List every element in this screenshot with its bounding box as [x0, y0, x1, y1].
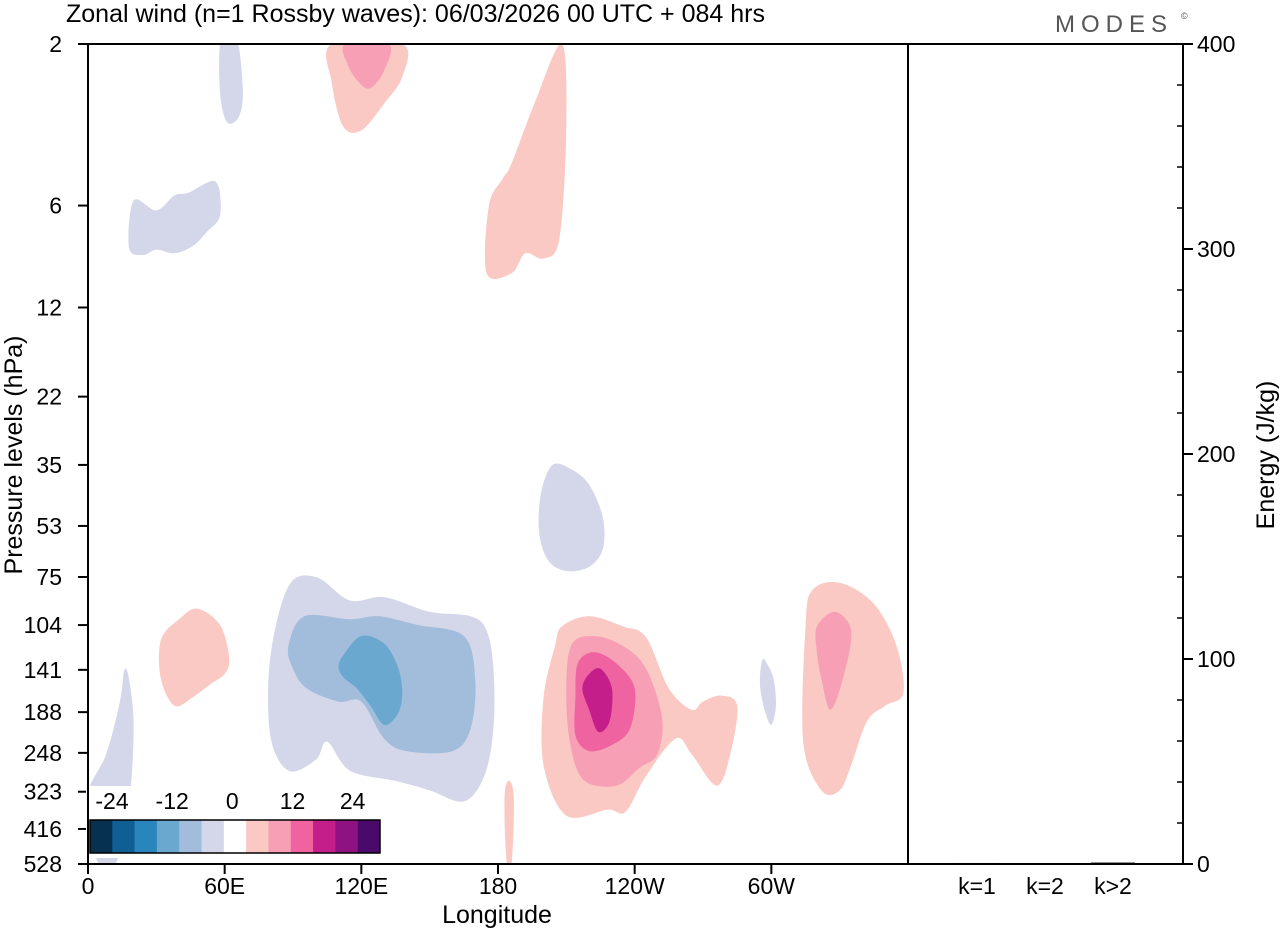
y-tick-label: 323	[24, 779, 62, 805]
colorbar-swatch	[156, 820, 180, 853]
neg-region-stratosphere-level-1	[538, 463, 605, 572]
colorbar-swatch	[90, 820, 113, 853]
energy-category-label: k=2	[1026, 873, 1064, 899]
pos-region-south-streak-level-1	[504, 780, 514, 864]
chart-title: Zonal wind (n=1 Rossby waves): 06/03/202…	[66, 0, 765, 28]
x-tick-label: 180	[479, 873, 517, 899]
pos-region-west-level-1	[158, 608, 230, 707]
colorbar-swatch	[223, 820, 247, 853]
energy-category-label: k>2	[1094, 873, 1132, 899]
colorbar-swatch	[246, 820, 269, 853]
energy-tick-label: 0	[1197, 851, 1210, 877]
y-axis-label: Pressure levels (hPa)	[0, 336, 28, 575]
y-tick-label: 141	[24, 657, 62, 683]
y-tick-label: 2	[49, 31, 62, 57]
pos-region-east-level-2	[815, 611, 852, 710]
x-tick-label: 60W	[748, 873, 796, 899]
colorbar-swatch	[201, 820, 225, 853]
energy-tick-label: 100	[1197, 646, 1235, 672]
energy-tick-label: 200	[1197, 441, 1235, 467]
energy-category-label: k=1	[958, 873, 996, 899]
pos-region-dateline-level-4	[582, 668, 613, 733]
y-tick-label: 35	[36, 452, 62, 478]
y-tick-label: 12	[36, 294, 62, 320]
colorbar-tick-label: 0	[226, 788, 239, 814]
colorbar-tick-label: -24	[95, 788, 128, 814]
y-tick-label: 104	[24, 612, 63, 638]
colorbar-swatch	[313, 820, 336, 853]
contour-fills	[88, 44, 904, 864]
colorbar-swatch	[134, 820, 158, 853]
energy-tick-label: 300	[1197, 236, 1235, 262]
brand-mark: ©	[1181, 11, 1188, 21]
y-tick-label: 416	[24, 816, 62, 842]
colorbar: -24 -12 0 12 24	[86, 786, 384, 858]
pos-region-top-b-level-1	[484, 44, 567, 279]
y-tick-label: 22	[36, 384, 62, 410]
brand-text: MODES	[1055, 11, 1173, 38]
colorbar-tick-label: -12	[156, 788, 189, 814]
brand-logo: MODES ©	[1055, 11, 1188, 38]
frame	[87, 43, 1184, 865]
x-tick-label: 0	[82, 873, 95, 899]
energy-tick-label: 400	[1197, 31, 1235, 57]
y-tick-label: 75	[36, 564, 62, 590]
longitude-axis: 0 60E 120E 180 120W 60W	[82, 864, 796, 899]
y-tick-label: 248	[24, 740, 62, 766]
y-tick-label: 528	[24, 851, 62, 877]
neg-region-upper-b-level-1	[128, 180, 221, 256]
y-tick-label: 6	[49, 193, 62, 219]
colorbar-swatch	[335, 820, 359, 853]
pos-region-top-a-level-2	[342, 44, 392, 89]
x-tick-label: 120E	[334, 873, 388, 899]
x-tick-label: 120W	[605, 873, 665, 899]
pressure-axis: 2 6 12 22 35 53 75 104 141 188 248 323 416 528	[24, 31, 88, 877]
neg-region-small-level-1	[759, 658, 776, 725]
colorbar-swatch	[290, 820, 314, 853]
colorbar-swatch	[179, 820, 203, 853]
colorbar-tick-label: 12	[280, 788, 306, 814]
neg-region-upper-a-level-1	[219, 44, 243, 124]
y-tick-label: 188	[24, 699, 62, 725]
colorbar-swatch	[112, 820, 136, 853]
y-tick-label: 53	[36, 513, 62, 539]
x-tick-label: 60E	[204, 873, 245, 899]
colorbar-border	[89, 819, 381, 854]
x-axis-label: Longitude	[442, 901, 552, 929]
colorbar-tick-label: 24	[340, 788, 366, 814]
neg-region-east-level-3	[338, 635, 403, 726]
colorbar-swatch	[357, 820, 381, 853]
energy-panel: 0 100 200 300 400 k=1 k=2 k>2	[955, 31, 1235, 899]
energy-axis-label: Energy (J/kg)	[1252, 381, 1280, 530]
colorbar-swatch	[268, 820, 292, 853]
plot-background	[88, 44, 908, 864]
